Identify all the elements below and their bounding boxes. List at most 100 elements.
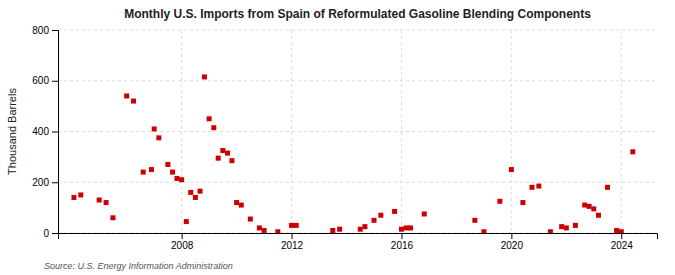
point bbox=[104, 200, 109, 205]
point bbox=[371, 218, 376, 223]
grid bbox=[58, 30, 657, 233]
point bbox=[404, 225, 409, 230]
point bbox=[170, 170, 175, 175]
grid-line-y bbox=[58, 30, 657, 31]
point bbox=[573, 223, 578, 228]
tick-label: 2016 bbox=[391, 240, 414, 251]
plot-area: 2008 2012 2016 2020 2024 0 200 400 600 800 bbox=[32, 25, 657, 251]
point bbox=[262, 228, 267, 233]
source-note: Source: U.S. Energy Information Administ… bbox=[44, 261, 233, 271]
tick-label: 2020 bbox=[501, 240, 524, 251]
point bbox=[605, 185, 610, 190]
point bbox=[289, 223, 294, 228]
axis-line bbox=[59, 234, 658, 240]
tick: 400 bbox=[32, 126, 58, 137]
tick: 200 bbox=[32, 177, 58, 188]
point bbox=[131, 99, 136, 104]
point bbox=[234, 200, 239, 205]
point bbox=[184, 219, 189, 224]
grid-line-x bbox=[401, 30, 402, 233]
point bbox=[520, 200, 525, 205]
point bbox=[582, 203, 587, 208]
point bbox=[152, 126, 157, 131]
tick-label: 2008 bbox=[171, 240, 194, 251]
point bbox=[591, 206, 596, 211]
tick-mark bbox=[511, 233, 512, 239]
point bbox=[596, 213, 601, 218]
tick: 600 bbox=[32, 75, 58, 86]
tick-label: 0 bbox=[43, 228, 49, 239]
tick-label: 600 bbox=[32, 75, 49, 86]
tick-label: 800 bbox=[32, 25, 49, 36]
grid-line-x bbox=[621, 30, 622, 233]
point bbox=[193, 195, 198, 200]
point bbox=[378, 213, 383, 218]
point bbox=[559, 224, 564, 229]
point bbox=[619, 229, 624, 233]
tick-mark bbox=[52, 182, 58, 183]
point bbox=[229, 158, 234, 163]
point bbox=[71, 195, 76, 200]
tick-mark bbox=[292, 233, 293, 239]
tick: 2020 bbox=[501, 233, 524, 251]
point bbox=[497, 199, 502, 204]
point bbox=[472, 218, 477, 223]
tick: 2016 bbox=[391, 233, 414, 251]
point bbox=[358, 227, 363, 232]
y-axis: 0 200 400 600 800 bbox=[32, 25, 58, 239]
grid-line-y bbox=[58, 131, 657, 132]
tick-label: 400 bbox=[32, 126, 49, 137]
tick-mark bbox=[52, 233, 58, 234]
grid-line-y bbox=[58, 80, 657, 81]
tick-mark bbox=[52, 132, 58, 133]
point bbox=[174, 176, 179, 181]
x-axis: 2008 2012 2016 2020 2024 bbox=[59, 233, 658, 251]
point bbox=[202, 74, 207, 79]
point bbox=[294, 223, 299, 228]
point bbox=[257, 225, 262, 230]
tick-mark bbox=[182, 233, 183, 239]
chart: 200820122016202020240200400600800Monthly… bbox=[0, 0, 675, 275]
point bbox=[275, 229, 280, 233]
point bbox=[564, 225, 569, 230]
tick: 2012 bbox=[281, 233, 304, 251]
point bbox=[614, 228, 619, 233]
point bbox=[97, 198, 102, 203]
tick: 2008 bbox=[171, 233, 194, 251]
grid-line-x bbox=[181, 30, 182, 233]
point bbox=[179, 177, 184, 182]
point bbox=[422, 211, 427, 216]
tick: 0 bbox=[43, 228, 58, 239]
point bbox=[220, 148, 225, 153]
point bbox=[408, 225, 413, 230]
tick-mark bbox=[401, 233, 402, 239]
tick-mark bbox=[52, 81, 58, 82]
point bbox=[156, 135, 161, 140]
y-axis-title: Thousand Barrels bbox=[6, 88, 18, 175]
point bbox=[239, 203, 244, 208]
point bbox=[392, 209, 397, 214]
point bbox=[248, 217, 253, 222]
point bbox=[529, 185, 534, 190]
tick-mark bbox=[621, 233, 622, 239]
point bbox=[548, 229, 553, 233]
point bbox=[207, 116, 212, 121]
tick-label: 2012 bbox=[281, 240, 304, 251]
tick: 2024 bbox=[611, 233, 634, 251]
point bbox=[165, 162, 170, 167]
point bbox=[211, 125, 216, 130]
tick-mark bbox=[52, 30, 58, 31]
point bbox=[362, 224, 367, 229]
point bbox=[124, 93, 129, 98]
point bbox=[630, 149, 635, 154]
point bbox=[110, 215, 115, 220]
grid-line-x bbox=[291, 30, 292, 233]
point bbox=[216, 156, 221, 161]
point bbox=[399, 227, 404, 232]
point bbox=[587, 204, 592, 209]
grid-line-y bbox=[58, 182, 657, 183]
tick-label: 200 bbox=[32, 177, 49, 188]
point bbox=[509, 167, 514, 172]
point bbox=[78, 192, 83, 197]
points bbox=[71, 74, 635, 233]
